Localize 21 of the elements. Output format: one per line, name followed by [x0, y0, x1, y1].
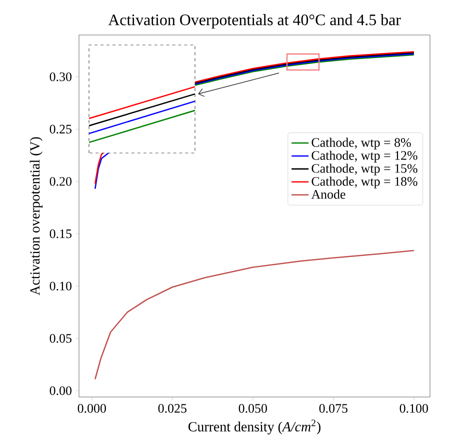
legend-label: Cathode, wtp = 15%: [312, 164, 418, 176]
chart-title: Activation Overpotentials at 40°C and 4.5 bar: [108, 14, 401, 28]
line-series: [94, 250, 415, 380]
y-axis-title: Activation overpotential (V): [30, 137, 42, 296]
x-tick-label: 0.075: [319, 404, 348, 413]
legend-label: Anode: [311, 190, 346, 199]
x-tick-label: 0.100: [400, 404, 428, 413]
x-tick-label: 0.025: [158, 404, 186, 413]
x-tick-label: 0.050: [238, 404, 267, 413]
y-tick-label: 0.00: [50, 386, 72, 396]
legend-label: Cathode, wtp = 8%: [312, 138, 411, 150]
y-tick-label: 0.20: [50, 177, 72, 186]
y-tick-label: 0.15: [50, 229, 72, 238]
y-tick-label: 0.10: [50, 282, 72, 290]
y-tick-label: 0.05: [50, 334, 72, 343]
x-axis-title: Current density (A/cm$^{2}$): [188, 420, 320, 434]
x-tick-label: 0.000: [78, 404, 106, 413]
legend-label: Cathode, wtp = 12%: [312, 150, 418, 162]
legend-label: Cathode, wtp = 18%: [312, 176, 418, 188]
y-tick-label: 0.30: [50, 72, 72, 82]
y-tick-label: 0.25: [50, 124, 72, 134]
